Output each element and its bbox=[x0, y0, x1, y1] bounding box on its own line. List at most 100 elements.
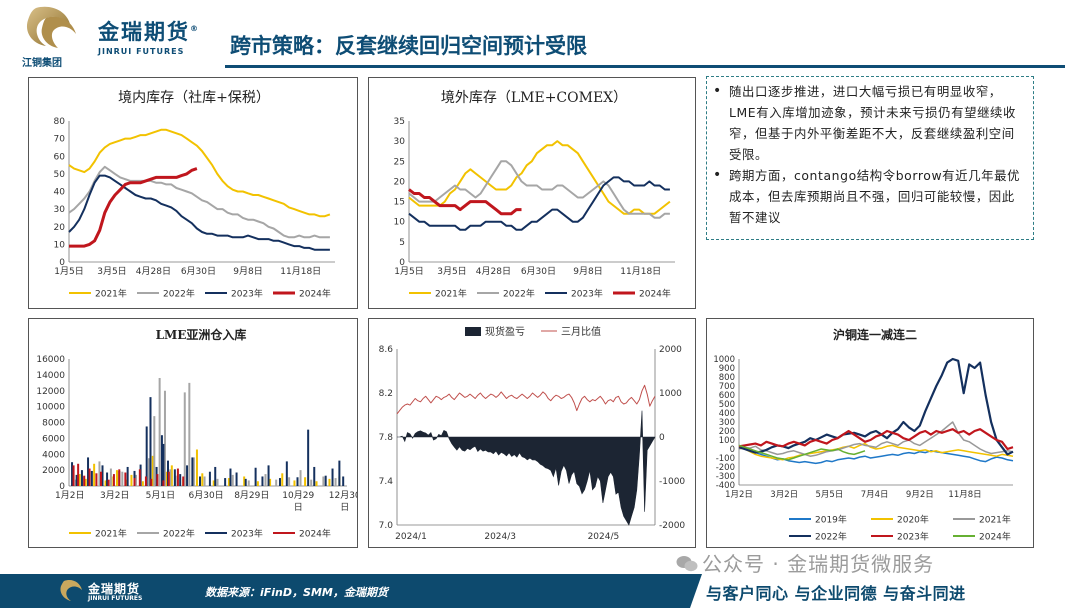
legend-label: 2022年 bbox=[163, 528, 195, 540]
legend-label: 三月比值 bbox=[561, 325, 601, 338]
x-tick-label: 9月2日 bbox=[906, 490, 934, 500]
legend-label: 2020年 bbox=[897, 514, 929, 526]
x-tick-label: 日 bbox=[294, 502, 303, 513]
legend-label: 2019年 bbox=[815, 514, 847, 526]
x-tick-label: 5月1日 bbox=[146, 490, 175, 501]
series-line bbox=[68, 128, 331, 218]
slogan-background bbox=[690, 574, 1080, 608]
footer-bar: 金瑞期货 JINRUI FUTURES 数据来源：iFinD，SMM，金瑞期货 … bbox=[0, 574, 1080, 608]
y-tick-label: 600 bbox=[719, 391, 735, 401]
y-tick-label-left: 7.4 bbox=[379, 477, 394, 487]
wechat-text: 公众号 · 金瑞期货微服务 bbox=[702, 552, 935, 576]
jinrui-emblem-icon bbox=[26, 6, 76, 48]
x-tick-label: 1月2日 bbox=[55, 490, 84, 501]
analysis-bullet: • 跨期方面，contango结构令borrow有近几年最优成本，但去库预期尚且… bbox=[713, 165, 1025, 228]
footer-emblem-icon bbox=[60, 580, 82, 601]
wechat-icon bbox=[676, 556, 698, 572]
y-tick-label: 800 bbox=[719, 373, 735, 383]
bullet-dot-icon: • bbox=[713, 83, 722, 99]
footer-brand-cn: 金瑞期货 bbox=[88, 582, 141, 596]
legend-label: 2022年 bbox=[815, 531, 847, 543]
y-tick-label-left: 7.8 bbox=[379, 433, 394, 443]
ratio-line bbox=[396, 384, 656, 415]
brand-name-cn: 金瑞期货 bbox=[98, 20, 190, 44]
legend-swatch bbox=[465, 327, 481, 336]
footer-brand-en: JINRUI FUTURES bbox=[88, 595, 143, 602]
y-tick-label: 60 bbox=[54, 152, 66, 162]
series-line bbox=[738, 444, 866, 461]
y-tick-label-left: 8.2 bbox=[379, 389, 393, 399]
chart-lme-asia-inflow: LME亚洲仓入库 0 2000 4000 6000 8000 10000 12000 14000… bbox=[36, 327, 358, 540]
y-tick-label: 200 bbox=[719, 427, 735, 437]
y-tick-label: 0 bbox=[59, 482, 65, 492]
series-line bbox=[408, 160, 670, 219]
y-tick-label: 16000 bbox=[36, 355, 65, 365]
y-tick-label: 12000 bbox=[36, 387, 65, 397]
x-tick-label: 6月30日 bbox=[181, 266, 216, 277]
y-tick-label: 80 bbox=[54, 117, 66, 127]
footer-logo: 金瑞期货 JINRUI FUTURES bbox=[58, 578, 168, 606]
wechat-watermark: 公众号 · 金瑞期货微服务 bbox=[676, 548, 934, 577]
legend-label: 2023年 bbox=[897, 531, 929, 543]
x-tick-label: 4月28日 bbox=[136, 266, 171, 277]
series-line bbox=[68, 174, 330, 251]
legend-label: 2024年 bbox=[299, 528, 331, 540]
legend-label: 2022年 bbox=[503, 288, 535, 300]
legend-label: 2021年 bbox=[979, 514, 1011, 526]
y-tick-label: 50 bbox=[54, 170, 66, 180]
chart-panel-spread: 沪铜连一减连二 -400 -300 -200 -100 0 100 200 300 400 500 6… bbox=[706, 318, 1034, 548]
legend-label: 2021年 bbox=[95, 288, 127, 300]
chart-panel-domestic-inventory: 境内库存（社库+保税） 0 10 20 30 40 50 60 70 80 1月5日 3月5日 4月28… bbox=[28, 77, 358, 309]
page-title: 跨市策略：反套继续回归空间预计受限 bbox=[230, 34, 587, 58]
y-tick-label: 4000 bbox=[42, 450, 65, 460]
x-tick-label: 1月5日 bbox=[54, 266, 83, 277]
y-tick-label: 25 bbox=[394, 157, 405, 167]
chart-title: 沪铜连一减连二 bbox=[833, 327, 917, 342]
slogan: 与客户同心 与企业同德 与奋斗同进 bbox=[706, 584, 966, 603]
series-line bbox=[408, 176, 670, 231]
y-tick-label: 14000 bbox=[36, 371, 65, 381]
legend-label: 2021年 bbox=[435, 288, 467, 300]
y-tick-label: 10000 bbox=[36, 403, 65, 413]
series-line bbox=[69, 167, 198, 248]
legend-label: 2023年 bbox=[231, 528, 263, 540]
registered-mark: ® bbox=[190, 24, 200, 33]
x-tick-label: 1月2日 bbox=[725, 490, 753, 500]
y-tick-label: 15 bbox=[394, 198, 405, 208]
x-tick-label: 12月30 bbox=[329, 490, 358, 501]
series-line bbox=[68, 165, 330, 239]
legend-label: 现货盈亏 bbox=[485, 325, 525, 338]
y-tick-label: 10 bbox=[54, 240, 66, 250]
series-line bbox=[738, 421, 1014, 457]
y-tick-label: 30 bbox=[394, 137, 406, 147]
x-tick-label: 11月18日 bbox=[280, 266, 321, 277]
y-tick-label: 2000 bbox=[42, 466, 65, 476]
series-line bbox=[408, 140, 671, 215]
y-tick-label: 1000 bbox=[713, 355, 735, 365]
legend-label: 2022年 bbox=[163, 288, 195, 300]
series-line bbox=[408, 188, 522, 216]
x-tick-label: 2024/3 bbox=[484, 532, 516, 542]
chart-panel-lme-asia: LME亚洲仓入库 0 2000 4000 6000 8000 10000 12000 14000… bbox=[28, 318, 358, 548]
x-tick-label: 7月4日 bbox=[861, 490, 889, 500]
brand-logo bbox=[18, 4, 104, 66]
x-tick-label: 3月2日 bbox=[770, 490, 798, 500]
x-tick-label: 3月2日 bbox=[100, 490, 129, 501]
chart-title: 境外库存（LME+COMEX） bbox=[441, 90, 627, 106]
y-tick-label: 70 bbox=[54, 135, 66, 145]
legend-label: 2024年 bbox=[299, 288, 331, 300]
x-tick-label: 2024/1 bbox=[395, 532, 427, 542]
y-tick-label: 400 bbox=[719, 409, 735, 419]
y-tick-label: 6000 bbox=[42, 434, 65, 444]
x-tick-label: 5月5日 bbox=[816, 490, 844, 500]
x-tick-label: 6月30日 bbox=[189, 490, 224, 501]
brand-wordmark: 金瑞期货® JINRUI FUTURES bbox=[98, 16, 200, 56]
x-tick-label: 3月5日 bbox=[97, 266, 126, 277]
x-tick-label: 11月18日 bbox=[620, 266, 661, 277]
chart-domestic-inventory: 境内库存（社库+保税） 0 10 20 30 40 50 60 70 80 1月5日 3月5日 4月28… bbox=[54, 90, 335, 300]
y-tick-label: 0 bbox=[730, 445, 735, 455]
chart-panel-arbitrage: 现货盈亏 三月比值 7.0 7.4 7.8 8.2 8.6 -2000 -1000 0 1000 20… bbox=[368, 318, 696, 548]
y-tick-label: -200 bbox=[716, 463, 735, 473]
y-tick-label: -400 bbox=[716, 481, 735, 491]
y-tick-label: 300 bbox=[719, 418, 735, 428]
